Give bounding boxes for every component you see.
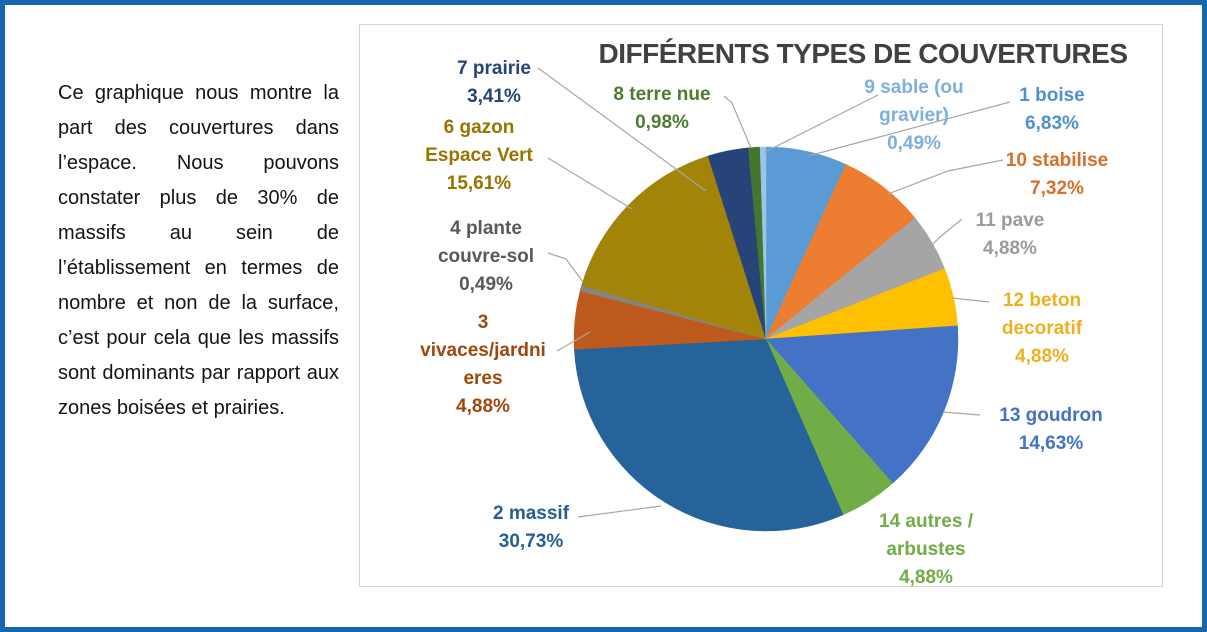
chart-title: DIFFÉRENTS TYPES DE COUVERTURES (598, 38, 1128, 69)
pie-label-4-plante-couvre-sol: 4 plante couvre-sol 0,49% (437, 218, 535, 295)
pie-label-13-goudron: 13 goudron 14,63% (999, 405, 1103, 454)
leader-line-4-plante-couvre-sol (547, 252, 584, 283)
description-text: Ce graphique nous montre la part des cou… (58, 82, 339, 419)
pie-label-6-gazon-espace-vert: 6 gazon Espace Vert 15,61% (425, 117, 533, 194)
leader-line-7-prairie (537, 67, 707, 192)
leader-line-2-massif (577, 505, 662, 518)
leader-line-13-goudron (942, 411, 981, 416)
pie-chart (537, 67, 1011, 532)
pie-label-1-boise: 1 boise 6,83% (1019, 85, 1085, 134)
leader-line-8-terre-nue (723, 95, 752, 149)
leader-line-11-pave (930, 218, 963, 247)
pie-label-11-pave: 11 pave 4,88% (975, 210, 1045, 259)
leader-line-3-vivaces-jardnieres (556, 331, 591, 352)
pie-slice-9-sable-ou-gravier (759, 146, 767, 340)
chart-panel[interactable]: DIFFÉRENTS TYPES DE COUVERTURES 1 boise 6… (359, 24, 1163, 588)
leader-line-9-sable-ou-gravier (764, 94, 879, 153)
pie-label-7-prairie: 7 prairie 3,41% (457, 58, 531, 107)
pie-label-8-terre-nue: 8 terre nue 0,98% (613, 84, 711, 133)
leader-line-1-boise (807, 101, 1011, 157)
leader-line-6-gazon-espace-vert (547, 157, 633, 210)
pie-slice-2-massif (574, 338, 844, 532)
pie-label-9-sable-ou-gravier: 9 sable (ou gravier) 0,49% (864, 77, 964, 154)
pie-label-10-stabilise: 10 stabilise 7,32% (1005, 150, 1109, 199)
pie-label-14-autres-arbustes: 14 autres / arbustes 4,88% (879, 511, 973, 588)
pie-label-3-vivaces-jardnieres: 3 vivaces/jardni eres 4,88% (420, 312, 546, 417)
leader-line-12-beton-decoratif (951, 297, 990, 303)
pie-label-12-beton-decoratif: 12 beton decoratif 4,88% (1001, 290, 1083, 367)
pie-label-2-massif: 2 massif 30,73% (492, 503, 570, 552)
pie-slice-6-gazon-espace-vert (581, 155, 767, 340)
leader-line-10-stabilise (887, 159, 1004, 195)
